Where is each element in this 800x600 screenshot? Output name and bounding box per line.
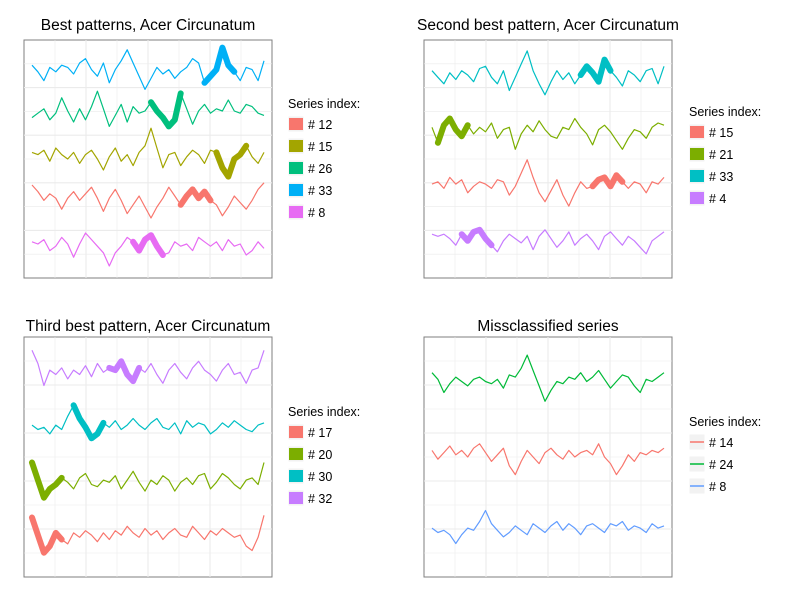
pattern-highlight	[29, 459, 65, 501]
pattern-highlight	[589, 172, 626, 190]
series-line	[431, 50, 665, 96]
legend-swatch	[289, 118, 303, 130]
legend-title: Series index:	[689, 415, 761, 429]
chart-panel-4: Missclassified series Series index: # 14 # …	[423, 318, 761, 578]
chart-panel-3: Third best pattern, Acer Circunatum Serie…	[23, 318, 360, 578]
legend-swatch	[289, 140, 303, 152]
series-line	[31, 182, 265, 219]
legend-label: # 17	[308, 426, 332, 440]
legend-swatch	[289, 492, 303, 504]
legend-swatch	[690, 148, 704, 160]
legend-title: Series index:	[689, 105, 761, 119]
pattern-highlight	[70, 402, 107, 442]
legend-label: # 33	[308, 184, 332, 198]
legend-label: # 14	[709, 436, 733, 450]
legend-title: Series index:	[288, 97, 360, 111]
legend-swatch	[690, 126, 704, 138]
series-line	[431, 159, 665, 207]
pattern-highlight	[106, 358, 143, 385]
series-line	[31, 90, 265, 127]
pattern-highlight	[577, 56, 614, 85]
series-line	[431, 117, 665, 150]
series-line	[431, 354, 665, 402]
legend-label: # 24	[709, 458, 733, 472]
chart-title: Second best pattern, Acer Circunatum	[417, 17, 679, 34]
chart-panel-2: Second best pattern, Acer Circunatum Seri…	[417, 17, 761, 279]
chart-title: Missclassified series	[477, 318, 619, 335]
pattern-highlight	[434, 115, 471, 146]
pattern-highlight	[130, 232, 166, 258]
legend-label: # 12	[308, 118, 332, 132]
legend-label: # 15	[709, 126, 733, 140]
legend-label: # 26	[308, 162, 332, 176]
chart-panel-1: Best patterns, Acer Circunatum Series ind…	[23, 17, 360, 279]
legend-swatch	[690, 170, 704, 182]
pattern-highlight	[213, 142, 250, 180]
legend-label: # 8	[308, 206, 325, 220]
legend-label: # 4	[709, 192, 726, 206]
legend-label: # 32	[308, 492, 332, 506]
legend-swatch	[289, 448, 303, 460]
legend-swatch	[690, 192, 704, 204]
series-line	[31, 404, 265, 439]
chart-title: Third best pattern, Acer Circunatum	[26, 318, 271, 335]
pattern-highlight	[148, 90, 184, 130]
legend-swatch	[289, 184, 303, 196]
legend-label: # 20	[308, 448, 332, 462]
legend-label: # 30	[308, 470, 332, 484]
legend-label: # 15	[308, 140, 332, 154]
legend-title: Series index:	[288, 405, 360, 419]
series-line	[31, 350, 265, 387]
pattern-highlight	[177, 186, 214, 208]
legend-label: # 33	[709, 170, 733, 184]
pattern-highlight	[29, 514, 65, 556]
legend-swatch	[289, 162, 303, 174]
series-line	[431, 509, 665, 545]
series-line	[31, 462, 265, 499]
series-line	[431, 443, 665, 476]
legend-swatch	[289, 426, 303, 438]
legend-label: # 8	[709, 480, 726, 494]
pattern-highlight	[458, 226, 495, 249]
series-line	[31, 515, 265, 554]
legend-swatch	[289, 470, 303, 482]
pattern-highlight	[201, 44, 238, 86]
legend-swatch	[289, 206, 303, 218]
legend-label: # 21	[709, 148, 733, 162]
chart-title: Best patterns, Acer Circunatum	[41, 17, 256, 34]
